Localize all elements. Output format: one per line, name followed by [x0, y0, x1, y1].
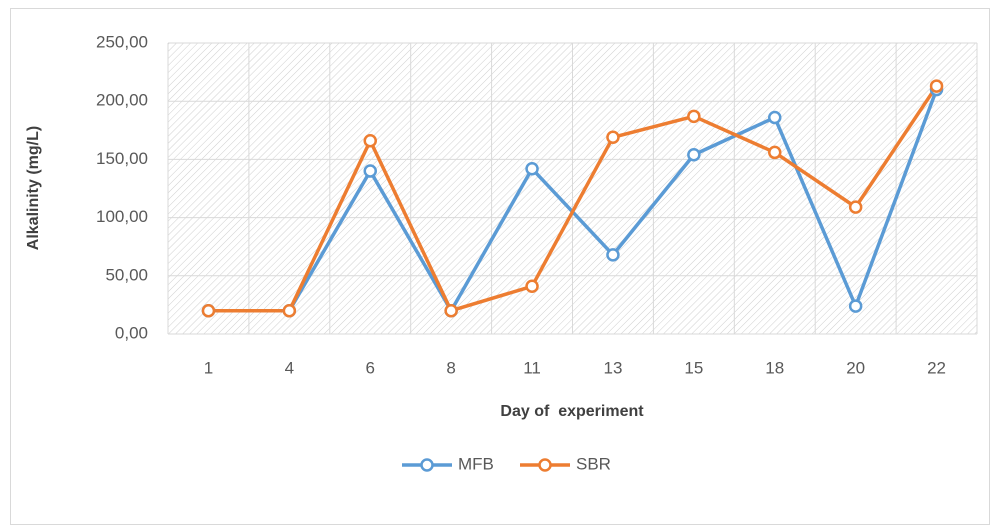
marker — [848, 200, 863, 214]
marker — [606, 248, 620, 262]
x-tick-label: 8 — [446, 358, 455, 377]
y-tick-label: 0,00 — [115, 323, 148, 342]
x-tick-label: 6 — [366, 358, 375, 377]
legend-label: MFB — [458, 454, 494, 473]
y-tick-label: 150,00 — [96, 149, 148, 168]
y-tick-label: 50,00 — [105, 265, 148, 284]
marker — [929, 79, 944, 93]
marker — [687, 109, 701, 124]
x-tick-label: 18 — [765, 358, 784, 377]
x-tick-label: 15 — [684, 358, 703, 377]
marker — [768, 145, 782, 160]
marker — [363, 164, 377, 178]
x-tick-label: 20 — [846, 358, 865, 377]
marker — [444, 303, 458, 318]
y-tick-label: 200,00 — [96, 91, 148, 110]
x-tick-label: 1 — [204, 358, 213, 377]
marker — [848, 299, 863, 313]
y-tick-label: 250,00 — [96, 32, 148, 51]
marker — [606, 130, 620, 145]
x-tick-label: 11 — [523, 358, 541, 377]
y-tick-label: 100,00 — [96, 207, 148, 226]
legend-label: SBR — [576, 454, 611, 473]
marker — [768, 110, 782, 125]
y-axis-title: Alkalinity (mg/L) — [25, 126, 42, 250]
x-tick-label: 13 — [603, 358, 622, 377]
marker — [525, 279, 539, 294]
x-tick-label: 22 — [927, 358, 946, 377]
marker — [282, 303, 297, 318]
marker — [201, 303, 216, 318]
x-tick-label: 4 — [285, 358, 294, 377]
marker — [363, 134, 377, 148]
legend-marker — [420, 458, 434, 472]
legend-marker — [538, 458, 552, 472]
series-line — [208, 85, 939, 313]
x-axis-title: Day of experiment — [500, 403, 644, 420]
marker — [687, 147, 701, 162]
marker — [525, 161, 539, 176]
